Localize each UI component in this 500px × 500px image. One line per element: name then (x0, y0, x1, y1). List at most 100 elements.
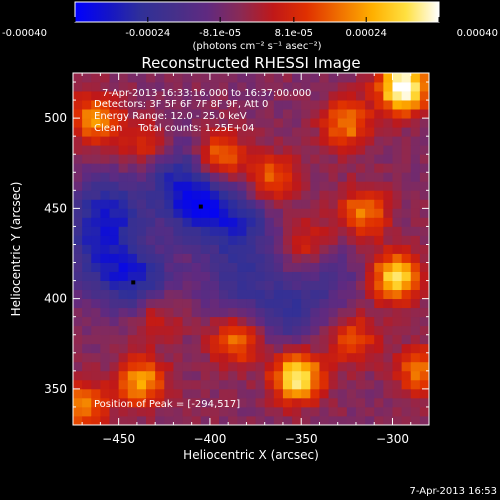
heatmap-cell (310, 217, 320, 227)
heatmap-cell (237, 208, 247, 218)
heatmap-cell (182, 388, 193, 399)
heatmap-cell (355, 145, 366, 155)
heatmap-cell (346, 307, 357, 318)
heatmap-cell (374, 298, 384, 309)
heatmap-cell (237, 235, 247, 245)
heatmap-cell (273, 190, 284, 200)
heatmap-cell (246, 271, 256, 281)
heatmap-cell (73, 100, 83, 110)
heatmap-cell (182, 217, 193, 227)
heatmap-cell (100, 415, 110, 425)
heatmap-cell (337, 415, 348, 425)
heatmap-cell (292, 172, 302, 182)
heatmap-cell (91, 181, 101, 191)
heatmap-cell (164, 289, 174, 300)
heatmap-cell (301, 244, 311, 254)
heatmap-cell (319, 379, 329, 390)
heatmap-cell (374, 199, 384, 209)
heatmap-cell (182, 280, 193, 291)
heatmap-cell (82, 172, 92, 182)
heatmap-cell (173, 244, 183, 254)
heatmap-cell (383, 352, 393, 363)
heatmap-cell (219, 253, 229, 263)
heatmap-cell (282, 163, 293, 173)
heatmap-cell (228, 208, 238, 218)
heatmap-cell (255, 289, 266, 300)
heatmap-cell (173, 262, 183, 272)
heatmap-cell (136, 172, 147, 182)
heatmap-cell (355, 118, 366, 128)
heatmap-cell (328, 415, 339, 425)
heatmap-cell (146, 136, 156, 146)
heatmap-cell (219, 82, 229, 92)
heatmap-cell (219, 217, 229, 227)
heatmap-cell (146, 262, 156, 272)
heatmap-cell (200, 289, 211, 300)
heatmap-cell (383, 172, 393, 182)
heatmap-cell (155, 118, 165, 128)
heatmap-cell (301, 307, 311, 318)
heatmap-cell (319, 253, 329, 263)
heatmap-cell (292, 316, 302, 327)
annotation-peak-position: Position of Peak = [-294,517] (94, 399, 240, 410)
heatmap-cell (182, 271, 193, 281)
heatmap-cell (392, 325, 403, 336)
heatmap-cell (209, 91, 220, 101)
heatmap-cell (118, 262, 129, 272)
heatmap-cell (365, 136, 375, 146)
heatmap-cell (337, 343, 348, 354)
heatmap-cell (82, 361, 92, 372)
heatmap-cell (374, 235, 384, 245)
heatmap-cell (118, 73, 129, 83)
heatmap-cell (228, 325, 238, 336)
heatmap-cell (255, 271, 266, 281)
heatmap-cell (346, 109, 357, 119)
heatmap-cell (200, 100, 211, 110)
heatmap-cell (246, 361, 256, 372)
heatmap-cell (173, 172, 183, 182)
heatmap-cell (228, 397, 238, 408)
heatmap-cell (410, 289, 421, 300)
heatmap-cell (118, 253, 129, 263)
heatmap-cell (282, 253, 293, 263)
heatmap-cell (136, 361, 147, 372)
heatmap-cell (383, 334, 393, 345)
heatmap-cell (273, 181, 284, 191)
heatmap-cell (246, 298, 256, 309)
heatmap-cell (383, 127, 393, 137)
heatmap-cell (392, 208, 403, 218)
heatmap-cell (292, 109, 302, 119)
heatmap-cell (191, 109, 202, 119)
heatmap-cell (337, 325, 348, 336)
heatmap-cell (209, 379, 220, 390)
heatmap-cell (82, 82, 92, 92)
heatmap-cell (401, 145, 412, 155)
heatmap-cell (301, 325, 311, 336)
heatmap-cell (164, 379, 174, 390)
heatmap-cell (118, 163, 129, 173)
heatmap-cell (365, 343, 375, 354)
heatmap-cell (292, 235, 302, 245)
heatmap-cell (328, 307, 339, 318)
heatmap-cell (82, 289, 92, 300)
heatmap-cell (310, 163, 320, 173)
heatmap-cell (219, 244, 229, 254)
heatmap-cell (301, 172, 311, 182)
heatmap-cell (127, 343, 138, 354)
heatmap-cell (209, 82, 220, 92)
heatmap-cell (109, 118, 120, 128)
heatmap-cell (337, 244, 348, 254)
colorbar-tick-label: -8.1e-05 (199, 28, 241, 39)
heatmap-cell (346, 145, 357, 155)
heatmap-cell (100, 181, 110, 191)
heatmap-cell (337, 100, 348, 110)
heatmap-cell (365, 289, 375, 300)
heatmap-cell (237, 244, 247, 254)
heatmap-cell (374, 145, 384, 155)
heatmap-cell (246, 244, 256, 254)
annotation-method-counts: Clean Total counts: 1.25E+04 (94, 123, 254, 134)
heatmap-cell (264, 73, 275, 83)
heatmap-cell (392, 190, 403, 200)
marker-point (131, 280, 136, 285)
heatmap-cell (310, 361, 320, 372)
